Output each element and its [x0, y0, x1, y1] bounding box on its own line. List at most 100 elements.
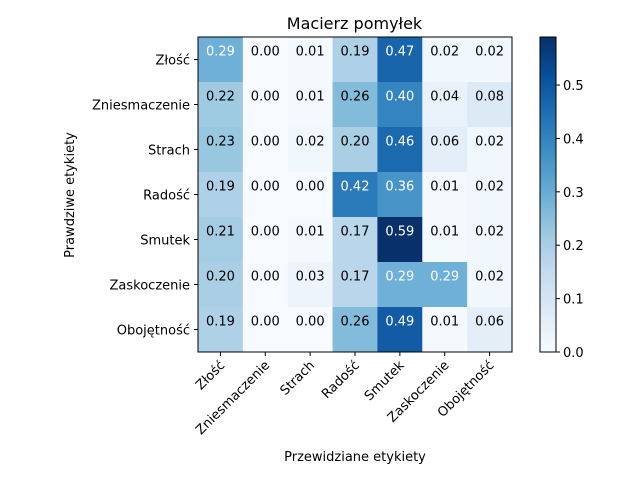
- heatmap-cell: [467, 262, 513, 308]
- cell-value-label: 0.00: [251, 90, 280, 105]
- colorbar-segment: [540, 312, 556, 316]
- colorbar-tick-label: 0.1: [563, 293, 584, 308]
- cell-value-label: 0.26: [341, 90, 370, 105]
- heatmap-cell: [377, 217, 423, 263]
- colorbar-segment: [540, 105, 556, 109]
- colorbar-segment: [540, 89, 556, 93]
- heatmap-cell: [467, 172, 513, 218]
- colorbar-segment: [540, 68, 556, 72]
- colorbar-segment: [540, 236, 556, 240]
- cell-value-label: 0.01: [296, 90, 325, 105]
- heatmap-cell: [242, 307, 289, 353]
- heatmap-cell: [422, 307, 468, 353]
- heatmap-cell: [242, 37, 289, 83]
- cell-value-label: 0.02: [475, 45, 504, 60]
- colorbar-segment: [540, 344, 556, 348]
- colorbar-segment: [540, 173, 556, 177]
- colorbar-segment: [540, 205, 556, 209]
- colorbar-segment: [540, 60, 556, 64]
- colorbar: 0.0 0.1 0.2 0.3 0.4 0.5: [539, 36, 584, 361]
- heatmap-cell: [467, 217, 513, 263]
- heatmap-cell: [377, 172, 423, 218]
- colorbar-segment: [540, 42, 556, 46]
- heatmap-cell: [377, 82, 423, 128]
- cell-value-label: 0.21: [206, 225, 235, 240]
- colorbar-segment: [540, 123, 556, 127]
- colorbar-segment: [540, 115, 556, 119]
- cell-value-label: 0.20: [341, 135, 370, 150]
- colorbar-segment: [540, 302, 556, 306]
- colorbar-tick-label: 0.5: [563, 79, 584, 94]
- cell-value-label: 0.36: [385, 180, 414, 195]
- colorbar-segment: [540, 65, 556, 70]
- heatmap-cell: [422, 127, 468, 173]
- colorbar-segment: [540, 47, 556, 51]
- colorbar-segment: [540, 294, 556, 298]
- cell-value-label: 0.19: [341, 45, 370, 60]
- colorbar-segment: [540, 283, 556, 287]
- cell-value-label: 0.20: [206, 270, 235, 285]
- colorbar-segment: [540, 81, 556, 85]
- colorbar-segment: [540, 231, 556, 235]
- colorbar-segment: [540, 328, 556, 332]
- heatmap-cell: [467, 127, 513, 173]
- colorbar-segment: [540, 197, 556, 201]
- colorbar-segment: [540, 296, 556, 301]
- heatmap-cell: [467, 37, 513, 83]
- colorbar-segment: [540, 317, 556, 322]
- colorbar-segment: [540, 136, 556, 140]
- cell-value-label: 0.29: [206, 45, 235, 60]
- colorbar-segment: [540, 331, 556, 335]
- heatmap-cell: [332, 172, 378, 218]
- heatmap-cell: [332, 217, 378, 263]
- colorbar-tick-label: 0.0: [563, 346, 584, 361]
- colorbar-segment: [540, 191, 556, 196]
- cell-value-label: 0.03: [296, 270, 325, 285]
- heatmap-cell: [287, 37, 334, 83]
- colorbar-tick-label: 0.4: [563, 132, 584, 147]
- heatmap-cell: [242, 82, 289, 128]
- colorbar-segment: [540, 157, 556, 161]
- colorbar-segment: [540, 139, 556, 143]
- heatmap-cell: [332, 127, 378, 173]
- colorbar-segment: [540, 273, 556, 277]
- chart-title: Macierz pomyłek: [287, 14, 423, 33]
- colorbar-segment: [540, 55, 556, 59]
- colorbar-segment: [540, 94, 556, 98]
- cell-value-label: 0.59: [385, 225, 414, 240]
- heatmap-cell: [242, 172, 289, 218]
- colorbar-segment: [540, 278, 556, 282]
- cell-value-label: 0.01: [296, 225, 325, 240]
- colorbar-segment: [540, 241, 556, 245]
- y-tick-label: Zaskoczenie: [110, 279, 190, 294]
- cell-value-label: 0.26: [341, 315, 370, 330]
- colorbar-segment: [540, 323, 556, 327]
- colorbar-segment: [540, 58, 556, 62]
- colorbar-segment: [540, 257, 556, 261]
- heatmap-cell-labels: 0.29 0.00 0.01 0.19 0.47 0.02 0.02 0.22 0.00 0.01…: [206, 45, 504, 330]
- colorbar-segment: [540, 249, 556, 253]
- cell-value-label: 0.19: [206, 180, 235, 195]
- colorbar-segment: [540, 262, 556, 266]
- colorbar-segment: [540, 270, 556, 274]
- x-tick-label: Smutek: [362, 358, 408, 404]
- cell-value-label: 0.46: [385, 135, 414, 150]
- cell-value-label: 0.00: [251, 45, 280, 60]
- cell-value-label: 0.17: [341, 270, 370, 285]
- cell-value-label: 0.40: [385, 90, 414, 105]
- cell-value-label: 0.00: [296, 180, 325, 195]
- colorbar-segment: [540, 163, 556, 167]
- heatmap-cell: [332, 37, 378, 83]
- y-tick-label: Złość: [156, 54, 190, 69]
- colorbar-segment: [540, 76, 556, 80]
- colorbar-segment: [540, 110, 556, 114]
- colorbar-segment: [540, 184, 556, 188]
- colorbar-frame: [539, 36, 557, 353]
- colorbar-segment: [540, 291, 556, 295]
- colorbar-segment: [540, 134, 556, 138]
- heatmap-cell: [242, 127, 289, 173]
- colorbar-segment: [540, 218, 556, 222]
- colorbar-segment: [540, 212, 556, 217]
- colorbar-segment: [540, 113, 556, 117]
- colorbar-segment: [540, 79, 556, 83]
